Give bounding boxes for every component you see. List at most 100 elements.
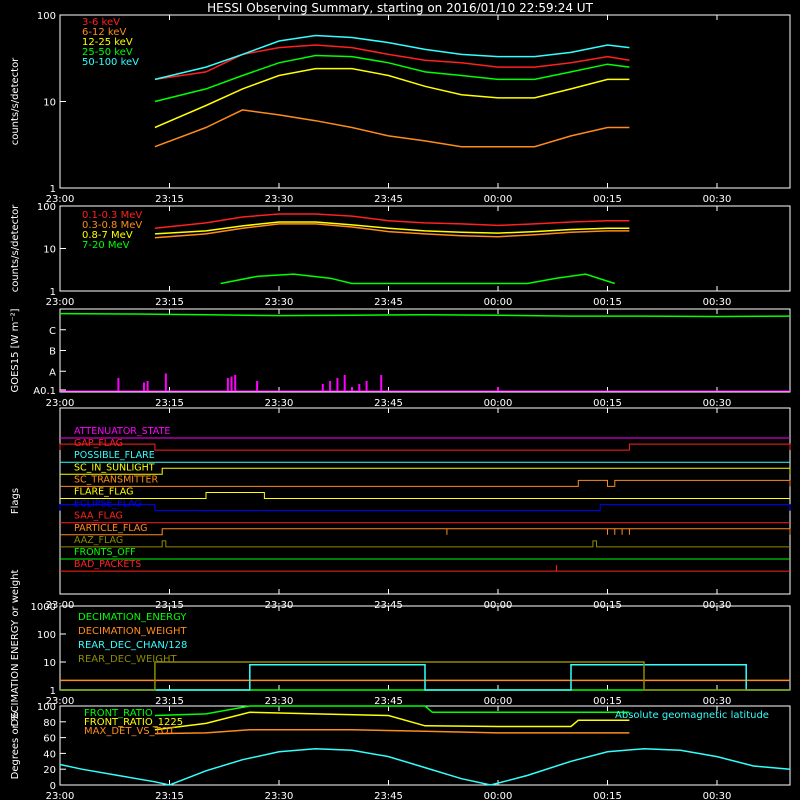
series-line bbox=[154, 44, 630, 81]
panel-frame-counts-high bbox=[59, 205, 791, 292]
legend-entry: 0.8-7 MeV bbox=[82, 230, 133, 241]
x-tick-label: 00:00 bbox=[484, 194, 513, 205]
flag-label: AAZ_FLAG bbox=[74, 535, 123, 546]
x-tick-label: 00:30 bbox=[703, 398, 732, 409]
series-line bbox=[59, 747, 791, 786]
x-tick-label: 23:15 bbox=[155, 297, 184, 308]
y-axis-label: GOES15 [W m⁻²] bbox=[10, 308, 21, 392]
legend-entry: MAX_DET_VS_TOT bbox=[84, 726, 176, 737]
panel-frame-flags bbox=[59, 407, 791, 595]
flag-label: ATTENUATOR_STATE bbox=[74, 426, 170, 437]
y-tick-label: 100 bbox=[37, 630, 56, 641]
flag-label: POSSIBLE_FLARE bbox=[74, 450, 155, 461]
x-tick-label: 00:30 bbox=[703, 696, 732, 707]
series-line bbox=[154, 711, 630, 731]
x-tick-label: 00:00 bbox=[484, 297, 513, 308]
y-tick-label: 10 bbox=[43, 658, 56, 669]
y-tick-label: 10 bbox=[43, 245, 56, 256]
chart-title: HESSI Observing Summary, starting on 201… bbox=[207, 1, 593, 15]
y-tick-label: 100 bbox=[37, 202, 56, 213]
flag-label: BAD_PACKETS bbox=[74, 559, 141, 570]
x-tick-label: 00:15 bbox=[593, 297, 622, 308]
series-line bbox=[154, 728, 630, 735]
series-line bbox=[60, 661, 790, 691]
flag-line bbox=[60, 492, 790, 499]
x-tick-label: 00:15 bbox=[593, 791, 622, 800]
x-tick-label: 23:15 bbox=[155, 194, 184, 205]
y-tick-label: 1 bbox=[50, 184, 56, 195]
y-tick-label: A0.1 bbox=[33, 386, 56, 397]
flag-line bbox=[60, 467, 791, 475]
y-tick-label: 0 bbox=[50, 781, 56, 792]
series-line bbox=[154, 34, 630, 81]
x-tick-label: 00:15 bbox=[593, 194, 622, 205]
y-axis-label: Flags bbox=[10, 488, 21, 514]
legend-entry: FRONT_RATIO bbox=[84, 708, 153, 719]
legend-entry: 12-25 keV bbox=[82, 37, 133, 48]
x-tick-label: 23:15 bbox=[155, 791, 184, 800]
x-tick-label: 23:45 bbox=[374, 696, 403, 707]
x-tick-label: 00:30 bbox=[703, 791, 732, 800]
panel-frame-goes bbox=[59, 308, 791, 393]
x-tick-label: 23:00 bbox=[46, 194, 75, 205]
legend-entry: 7-20 MeV bbox=[82, 240, 130, 251]
x-tick-label: 23:00 bbox=[46, 696, 75, 707]
x-tick-label: 23:30 bbox=[265, 398, 294, 409]
y-axis-label: counts/s/detector bbox=[10, 57, 21, 145]
y-axis-label: DECIMATION ENERGY or weight bbox=[10, 569, 21, 726]
y-tick-label: 10 bbox=[43, 98, 56, 109]
x-tick-label: 23:45 bbox=[374, 297, 403, 308]
y-tick-label: 40 bbox=[43, 749, 56, 760]
y-tick-label: 1000 bbox=[31, 602, 56, 613]
y-axis-label: Degrees or % bbox=[10, 712, 21, 780]
x-tick-label: 00:15 bbox=[593, 398, 622, 409]
flag-label: PARTICLE_FLAG bbox=[74, 523, 147, 534]
x-tick-label: 23:15 bbox=[155, 398, 184, 409]
x-tick-label: 00:30 bbox=[703, 297, 732, 308]
y-tick-label: B bbox=[49, 347, 56, 358]
x-tick-label: 23:00 bbox=[46, 297, 75, 308]
legend-entry: 50-100 keV bbox=[82, 57, 139, 68]
legend-entry: DECIMATION_WEIGHT bbox=[78, 626, 187, 637]
series-line bbox=[154, 67, 630, 129]
legend-entry: DECIMATION_ENERGY bbox=[78, 612, 187, 623]
flag-line bbox=[60, 528, 791, 536]
series-line bbox=[154, 705, 630, 717]
y-tick-label: 100 bbox=[37, 11, 56, 22]
x-tick-label: 23:45 bbox=[374, 398, 403, 409]
x-tick-label: 00:00 bbox=[484, 696, 513, 707]
x-tick-label: 23:30 bbox=[265, 194, 294, 205]
x-tick-label: 00:00 bbox=[484, 791, 513, 800]
flag-label: SC_IN_SUNLIGHT bbox=[74, 462, 155, 473]
x-tick-label: 23:15 bbox=[155, 696, 184, 707]
x-tick-label: 00:00 bbox=[484, 398, 513, 409]
series-line bbox=[154, 54, 630, 103]
legend-entry: 6-12 keV bbox=[82, 27, 126, 38]
x-tick-label: 23:30 bbox=[265, 297, 294, 308]
x-tick-label: 23:45 bbox=[374, 791, 403, 800]
legend-entry: 3-6 keV bbox=[82, 17, 120, 28]
y-tick-label: 1 bbox=[50, 686, 56, 697]
flag-label: FLARE_FLAG bbox=[74, 487, 134, 498]
legend-entry: REAR_DEC_WEIGHT bbox=[78, 654, 177, 665]
y-tick-label: 60 bbox=[43, 734, 56, 745]
series-line bbox=[154, 223, 630, 239]
x-tick-label: 23:00 bbox=[46, 398, 75, 409]
flag-label: SAA_FLAG bbox=[74, 511, 123, 522]
flag-line bbox=[60, 479, 791, 487]
flag-label: SC_TRANSMITTER bbox=[74, 474, 159, 485]
series-line bbox=[154, 221, 630, 235]
y-tick-label: 100 bbox=[37, 702, 56, 713]
legend-entry: 25-50 keV bbox=[82, 47, 133, 58]
series-line bbox=[59, 312, 791, 318]
series-line bbox=[154, 213, 630, 229]
x-tick-label: 23:30 bbox=[265, 696, 294, 707]
series-line bbox=[154, 109, 630, 148]
legend-entry: 0.3-0.8 MeV bbox=[82, 220, 142, 231]
legend-entry: 0.1-0.3 MeV bbox=[82, 210, 142, 221]
y-tick-label: 80 bbox=[43, 718, 56, 729]
legend-entry: REAR_DEC_CHAN/128 bbox=[78, 640, 187, 651]
x-tick-label: 23:00 bbox=[46, 791, 75, 800]
x-tick-label: 23:30 bbox=[265, 791, 294, 800]
